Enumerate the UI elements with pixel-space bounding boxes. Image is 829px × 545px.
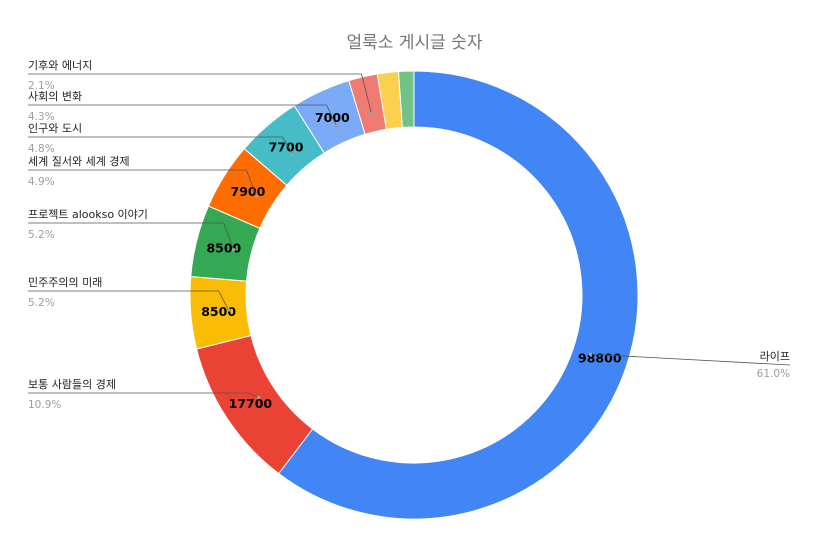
category-label: 보통 사람들의 경제	[28, 378, 116, 391]
callout-line	[28, 290, 229, 311]
callout-dot	[226, 308, 231, 312]
callout-line	[28, 222, 234, 250]
callout-line	[28, 104, 337, 127]
donut-slice	[278, 70, 639, 520]
callout-dot	[256, 395, 261, 400]
chart-title: 얼룩소 게시글 숫자	[346, 33, 483, 53]
donut-slice	[398, 70, 415, 128]
callout-line	[28, 392, 259, 398]
data-label: 98800	[578, 350, 622, 365]
data-label: 8500	[206, 240, 241, 255]
category-label: 세계 질서와 세계 경제	[28, 155, 130, 168]
category-label: 프로젝트 alookso 이야기	[28, 208, 148, 221]
percent-label: 5.2%	[28, 229, 55, 241]
category-label: 민주주의의 미래	[28, 276, 102, 289]
percent-label: 5.2%	[28, 297, 55, 309]
percent-label: 4.8%	[28, 143, 55, 155]
callout-line	[28, 169, 257, 197]
category-label: 사회의 변화	[28, 90, 82, 103]
percent-label: 61.0%	[757, 368, 790, 380]
data-label: 17700	[229, 396, 273, 411]
callout-dot	[290, 152, 295, 156]
callout-dot	[588, 352, 593, 357]
callout-dot	[334, 124, 339, 128]
callout-dot	[369, 112, 374, 116]
callout-dot	[254, 194, 259, 198]
data-label: 7700	[269, 140, 304, 155]
data-label: 8500	[201, 304, 236, 319]
callout-line	[28, 136, 293, 155]
category-label: 라이프	[760, 350, 790, 363]
callout-line	[590, 353, 791, 366]
callout-line	[28, 73, 372, 115]
percent-label: 2.1%	[28, 80, 55, 92]
data-label: 7900	[231, 184, 266, 199]
percent-label: 4.9%	[28, 176, 55, 188]
category-label: 인구와 도시	[28, 122, 82, 135]
callout-dot	[231, 247, 236, 252]
percent-label: 4.3%	[28, 111, 55, 123]
category-label: 기후와 에너지	[28, 59, 92, 72]
percent-label: 10.9%	[28, 399, 61, 411]
